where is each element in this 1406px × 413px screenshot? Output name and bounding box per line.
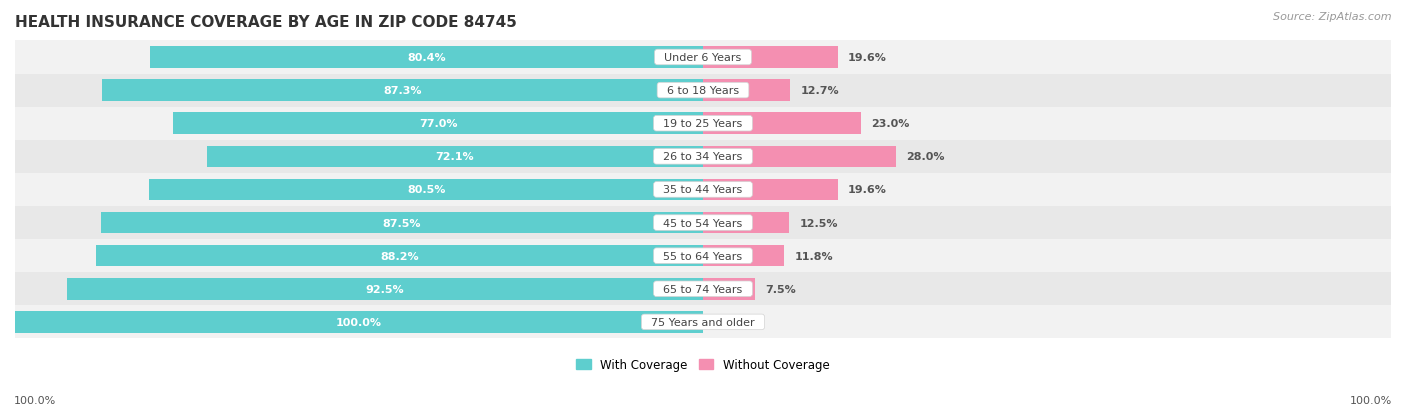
Text: 100.0%: 100.0% xyxy=(336,317,382,327)
Bar xyxy=(103,80,703,102)
Text: 23.0%: 23.0% xyxy=(872,119,910,129)
Bar xyxy=(96,245,703,267)
Text: HEALTH INSURANCE COVERAGE BY AGE IN ZIP CODE 84745: HEALTH INSURANCE COVERAGE BY AGE IN ZIP … xyxy=(15,15,517,30)
Text: 12.5%: 12.5% xyxy=(800,218,838,228)
Bar xyxy=(150,47,703,69)
Bar xyxy=(149,179,703,201)
Bar xyxy=(15,311,703,333)
Text: 65 to 74 Years: 65 to 74 Years xyxy=(657,284,749,294)
Bar xyxy=(703,179,838,201)
Bar xyxy=(703,80,790,102)
Bar xyxy=(173,113,703,135)
Bar xyxy=(66,278,703,300)
Bar xyxy=(15,306,1391,339)
Bar xyxy=(703,146,896,168)
Text: 19 to 25 Years: 19 to 25 Years xyxy=(657,119,749,129)
Legend: With Coverage, Without Coverage: With Coverage, Without Coverage xyxy=(572,353,834,375)
Text: 19.6%: 19.6% xyxy=(848,53,887,63)
Bar xyxy=(15,240,1391,273)
Bar xyxy=(15,173,1391,206)
Text: 7.5%: 7.5% xyxy=(765,284,796,294)
Bar xyxy=(15,41,1391,74)
Text: 92.5%: 92.5% xyxy=(366,284,404,294)
Text: 26 to 34 Years: 26 to 34 Years xyxy=(657,152,749,162)
Text: 87.5%: 87.5% xyxy=(382,218,422,228)
Bar xyxy=(703,212,789,234)
Bar xyxy=(101,212,703,234)
Bar xyxy=(15,74,1391,107)
Text: 87.3%: 87.3% xyxy=(384,86,422,96)
Bar xyxy=(703,113,862,135)
Text: 100.0%: 100.0% xyxy=(14,395,56,405)
Text: 80.5%: 80.5% xyxy=(406,185,446,195)
Text: 77.0%: 77.0% xyxy=(419,119,457,129)
Text: 55 to 64 Years: 55 to 64 Years xyxy=(657,251,749,261)
Bar xyxy=(703,47,838,69)
Bar xyxy=(15,273,1391,306)
Text: 35 to 44 Years: 35 to 44 Years xyxy=(657,185,749,195)
Text: 0.0%: 0.0% xyxy=(713,317,744,327)
Bar xyxy=(703,245,785,267)
Text: Under 6 Years: Under 6 Years xyxy=(658,53,748,63)
Text: 19.6%: 19.6% xyxy=(848,185,887,195)
Text: Source: ZipAtlas.com: Source: ZipAtlas.com xyxy=(1274,12,1392,22)
Text: 6 to 18 Years: 6 to 18 Years xyxy=(659,86,747,96)
Text: 100.0%: 100.0% xyxy=(1350,395,1392,405)
Text: 80.4%: 80.4% xyxy=(408,53,446,63)
Bar xyxy=(703,278,755,300)
Text: 11.8%: 11.8% xyxy=(794,251,834,261)
Bar xyxy=(15,206,1391,240)
Text: 72.1%: 72.1% xyxy=(436,152,474,162)
Bar xyxy=(15,107,1391,140)
Text: 28.0%: 28.0% xyxy=(905,152,945,162)
Text: 12.7%: 12.7% xyxy=(800,86,839,96)
Bar xyxy=(207,146,703,168)
Bar xyxy=(15,140,1391,173)
Text: 75 Years and older: 75 Years and older xyxy=(644,317,762,327)
Text: 45 to 54 Years: 45 to 54 Years xyxy=(657,218,749,228)
Text: 88.2%: 88.2% xyxy=(380,251,419,261)
